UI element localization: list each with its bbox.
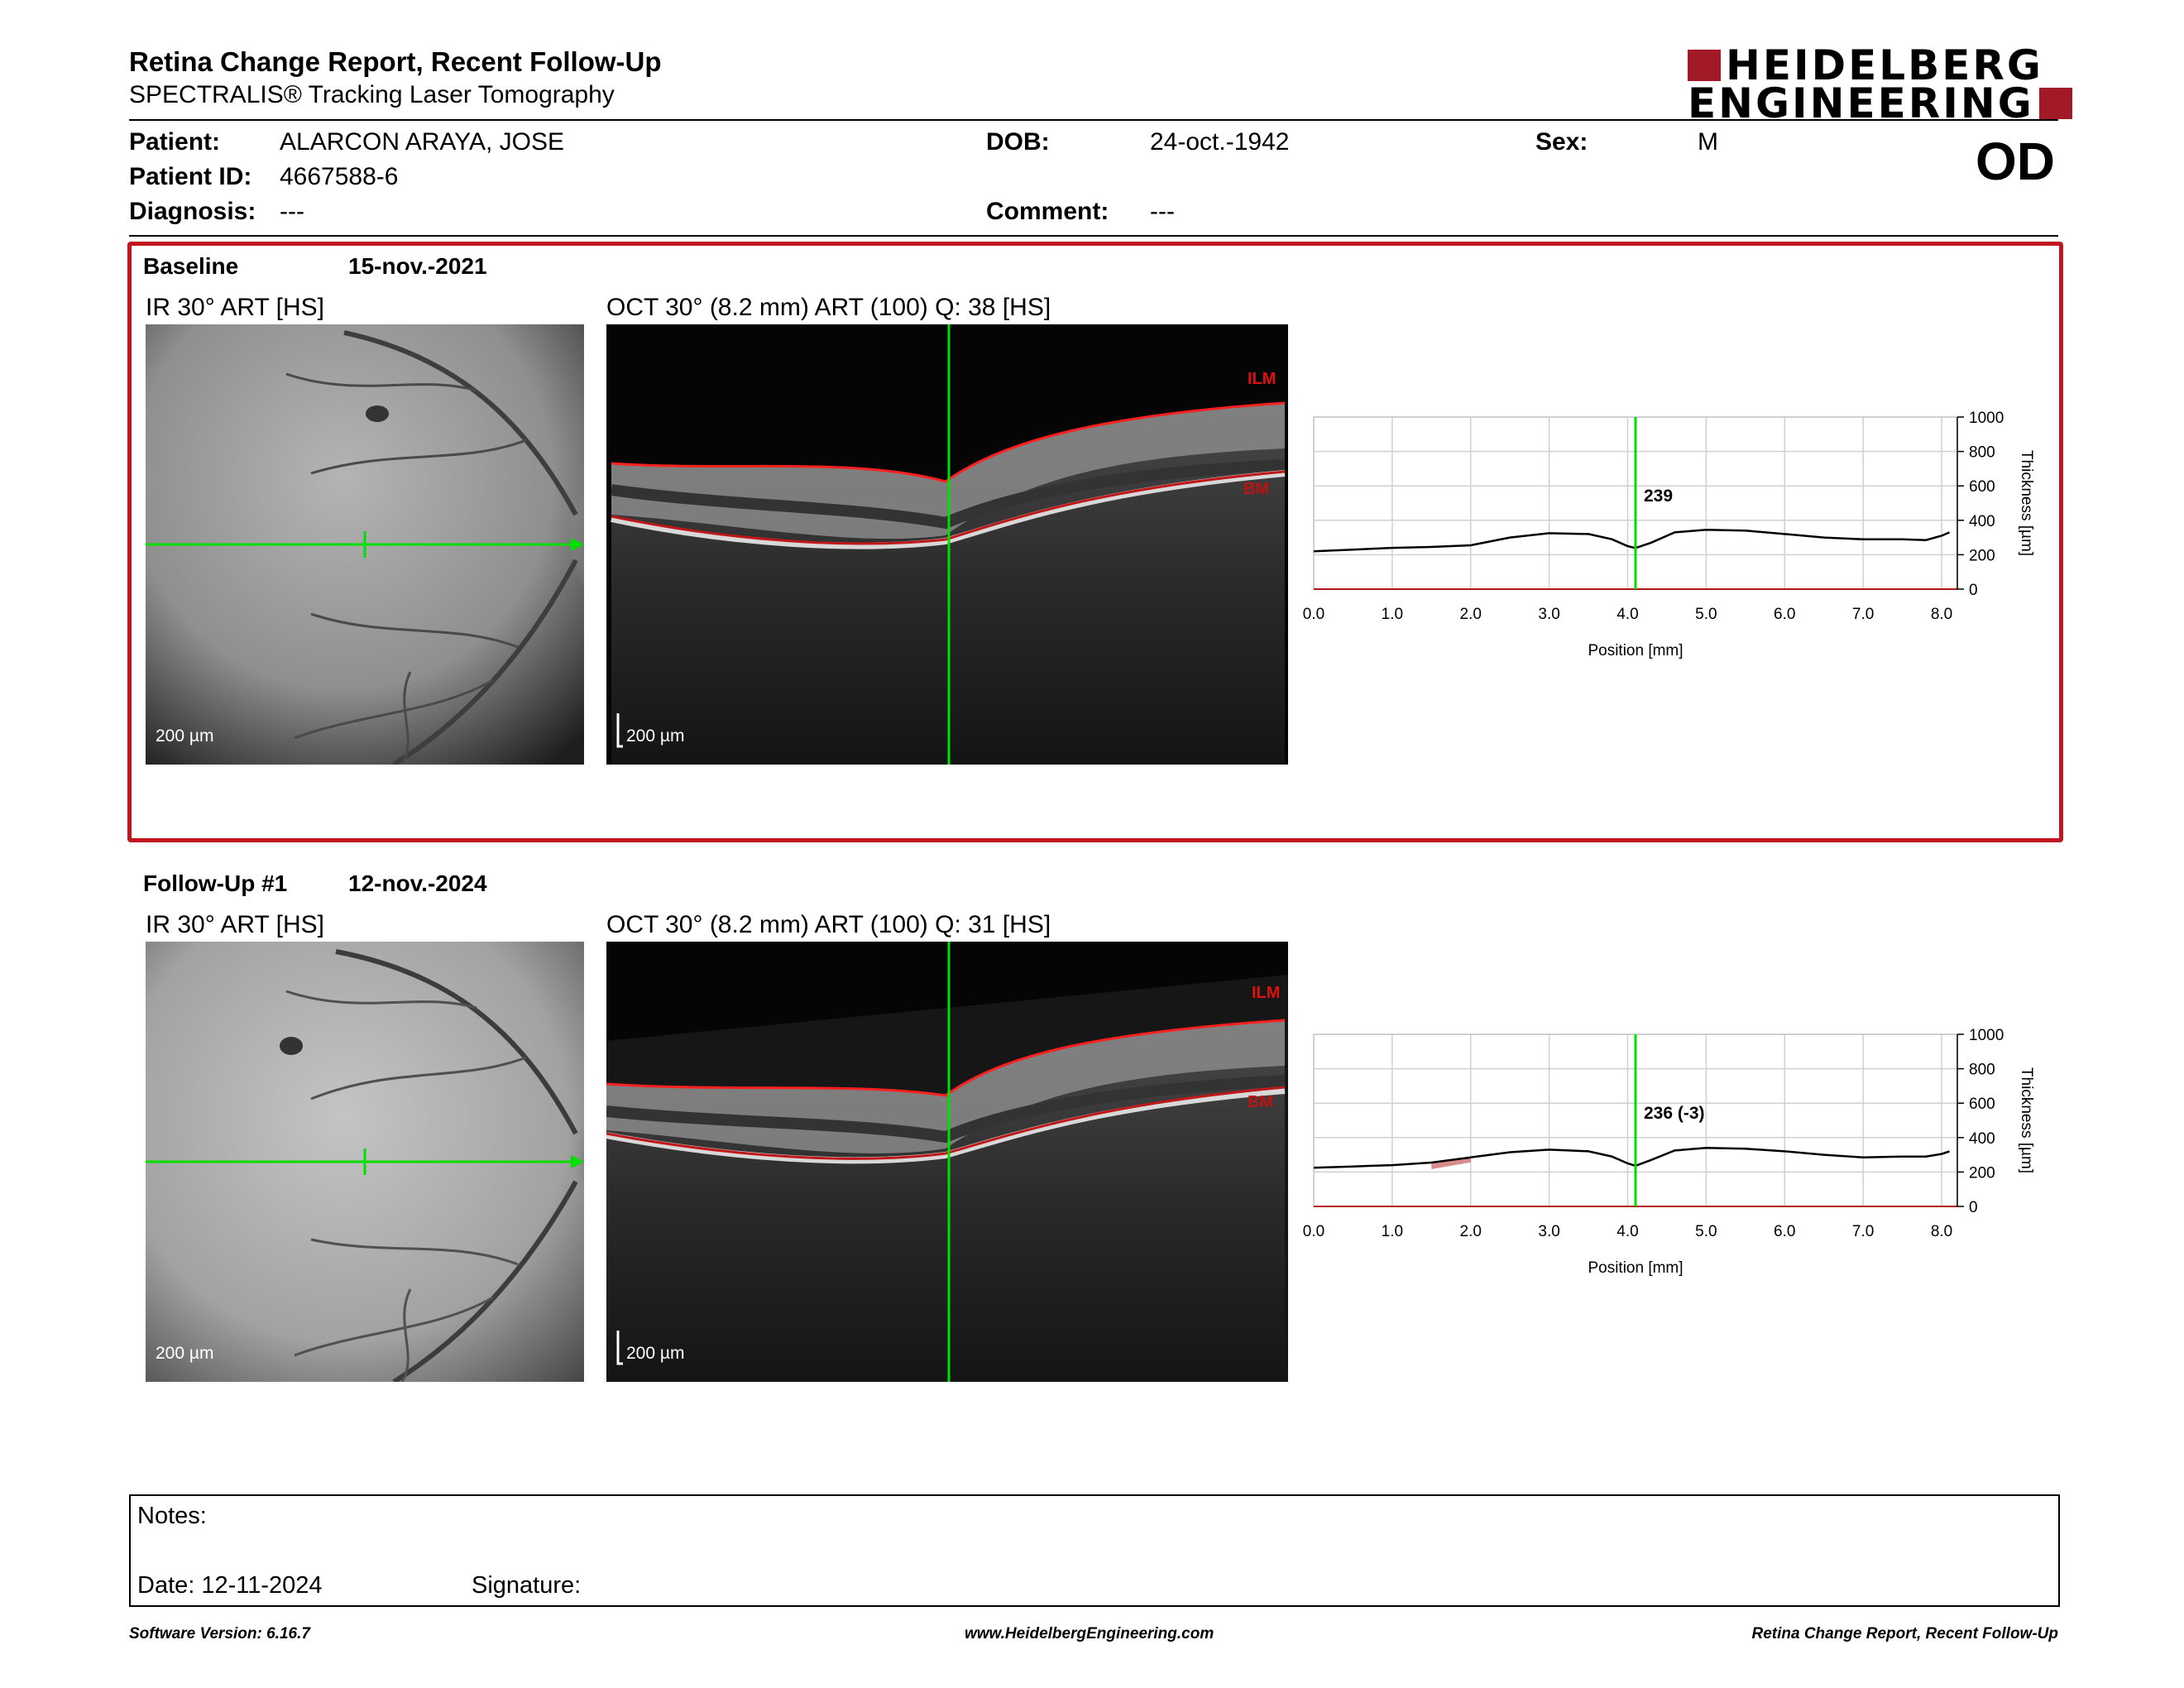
x-tick-label: 4.0 [1616,1223,1638,1240]
sex-label: Sex: [1535,128,1588,156]
y-tick-label: 600 [1969,478,1995,496]
diagnosis-label: Diagnosis: [129,198,256,225]
comment-value: --- [1150,198,1175,225]
patient-id: 4667588-6 [280,163,399,190]
x-tick-label: 5.0 [1695,1223,1717,1240]
y-tick-label: 1000 [1969,410,2004,427]
x-tick-label: 0.0 [1303,606,1324,623]
signature-label: Signature: [472,1572,582,1599]
x-tick-label: 7.0 [1852,606,1874,623]
y-tick-label: 0 [1969,582,1978,599]
x-tick-label: 6.0 [1774,606,1795,623]
followup-ir-scale: 200 µm [156,1344,214,1363]
y-tick-label: 800 [1969,1062,1995,1079]
baseline-ir-fundus-image: 200 µm [146,324,584,765]
y-tick-label: 400 [1969,513,1995,530]
y-tick-label: 0 [1969,1199,1978,1216]
marker-value-label: 239 [1644,487,1673,506]
followup-oct-title: OCT 30° (8.2 mm) ART (100) Q: 31 [HS] [606,911,1051,938]
x-tick-label: 8.0 [1931,606,1952,623]
followup-thickness-chart: 0 200 400 600 800 1000 0.0 1.0 2.0 3.0 4.0 5.0 6.0 7.… [1303,1027,2035,1277]
baseline-ir-title: IR 30° ART [HS] [146,294,324,321]
y-tick-label: 200 [1969,1164,1995,1182]
x-tick-label: 4.0 [1616,606,1638,623]
baseline-ilm-label: ILM [1248,370,1276,388]
x-tick-label: 6.0 [1774,1223,1795,1240]
thickness-line [1313,1147,1950,1169]
x-tick-label: 3.0 [1538,606,1559,623]
baseline-date: 15-nov.-2021 [348,253,487,279]
logo-square-right [2038,88,2072,119]
x-tick-label: 1.0 [1382,1223,1403,1240]
marker-value-label: 236 (-3) [1644,1104,1705,1123]
baseline-bm-label: BM [1243,480,1269,498]
y-axis-label: Thickness [µm] [2018,1067,2035,1173]
notes-box: Notes: Date: 12-11-2024 Signature: [129,1494,2060,1607]
baseline-highlight-frame [127,242,2063,842]
logo-line2: ENGINEERING [1688,79,2034,127]
x-tick-label: 1.0 [1382,606,1403,623]
dob-value: 24-oct.-1942 [1150,128,1290,156]
followup-label: Follow-Up #1 [143,870,288,896]
x-tick-label: 2.0 [1460,606,1482,623]
baseline-oct-bscan-image: ILM BM 200 µm [606,324,1288,765]
baseline-ir-scale: 200 µm [156,727,214,746]
x-tick-label: 7.0 [1852,1223,1874,1240]
footer-version: Software Version: 6.16.7 [129,1625,310,1642]
eye-label: OD [1976,132,2055,191]
followup-ir-fundus-image: 200 µm [146,942,584,1382]
notes-date: Date: 12-11-2024 [137,1572,323,1599]
x-tick-label: 0.0 [1303,1223,1324,1240]
followup-date: 12-nov.-2024 [348,870,487,896]
comment-label: Comment: [986,198,1109,225]
report-subtitle: SPECTRALIS® Tracking Laser Tomography [129,81,615,108]
footer-website[interactable]: www.HeidelbergEngineering.com [965,1625,1214,1642]
y-axis-label: Thickness [µm] [2018,450,2035,556]
y-tick-label: 200 [1969,547,1995,564]
footer-report-name: Retina Change Report, Recent Follow-Up [1751,1625,2058,1642]
thickness-line [1313,528,1950,553]
x-tick-label: 8.0 [1931,1223,1952,1240]
notes-label: Notes: [137,1503,207,1529]
x-tick-label: 3.0 [1538,1223,1559,1240]
followup-ilm-label: ILM [1252,984,1280,1002]
patient-name: ALARCON ARAYA, JOSE [280,128,564,156]
patient-label: Patient: [129,128,221,156]
followup-oct-bscan-image: ILM BM 200 µm [606,942,1288,1382]
change-region [1431,1157,1471,1169]
x-tick-label: 5.0 [1695,606,1717,623]
dob-label: DOB: [986,128,1050,156]
baseline-label: Baseline [143,253,239,279]
baseline-oct-scale: 200 µm [626,727,685,746]
baseline-oct-title: OCT 30° (8.2 mm) ART (100) Q: 38 [HS] [606,294,1051,321]
y-tick-label: 400 [1969,1130,1995,1148]
report-title: Retina Change Report, Recent Follow-Up [129,46,662,77]
x-axis-label: Position [mm] [1588,642,1683,659]
logo-square-left [1688,50,1721,81]
diagnosis-value: --- [280,198,304,225]
y-tick-label: 800 [1969,444,1995,462]
followup-oct-scale: 200 µm [626,1344,685,1363]
x-axis-label: Position [mm] [1588,1259,1683,1277]
patient-divider [129,235,2058,237]
logo-line1: HEIDELBERG [1726,41,2043,89]
x-tick-label: 2.0 [1460,1223,1482,1240]
patient-id-label: Patient ID: [129,163,252,190]
y-tick-label: 600 [1969,1096,1995,1113]
sex-value: M [1698,128,1718,156]
header-divider [129,119,2058,121]
y-tick-label: 1000 [1969,1027,2004,1044]
followup-ir-title: IR 30° ART [HS] [146,911,324,938]
baseline-thickness-chart: 0 200 400 600 800 1000 0.0 1.0 2.0 3.0 4.0 5.0 6.0 7.… [1303,410,2035,659]
followup-bm-label: BM [1248,1093,1273,1111]
